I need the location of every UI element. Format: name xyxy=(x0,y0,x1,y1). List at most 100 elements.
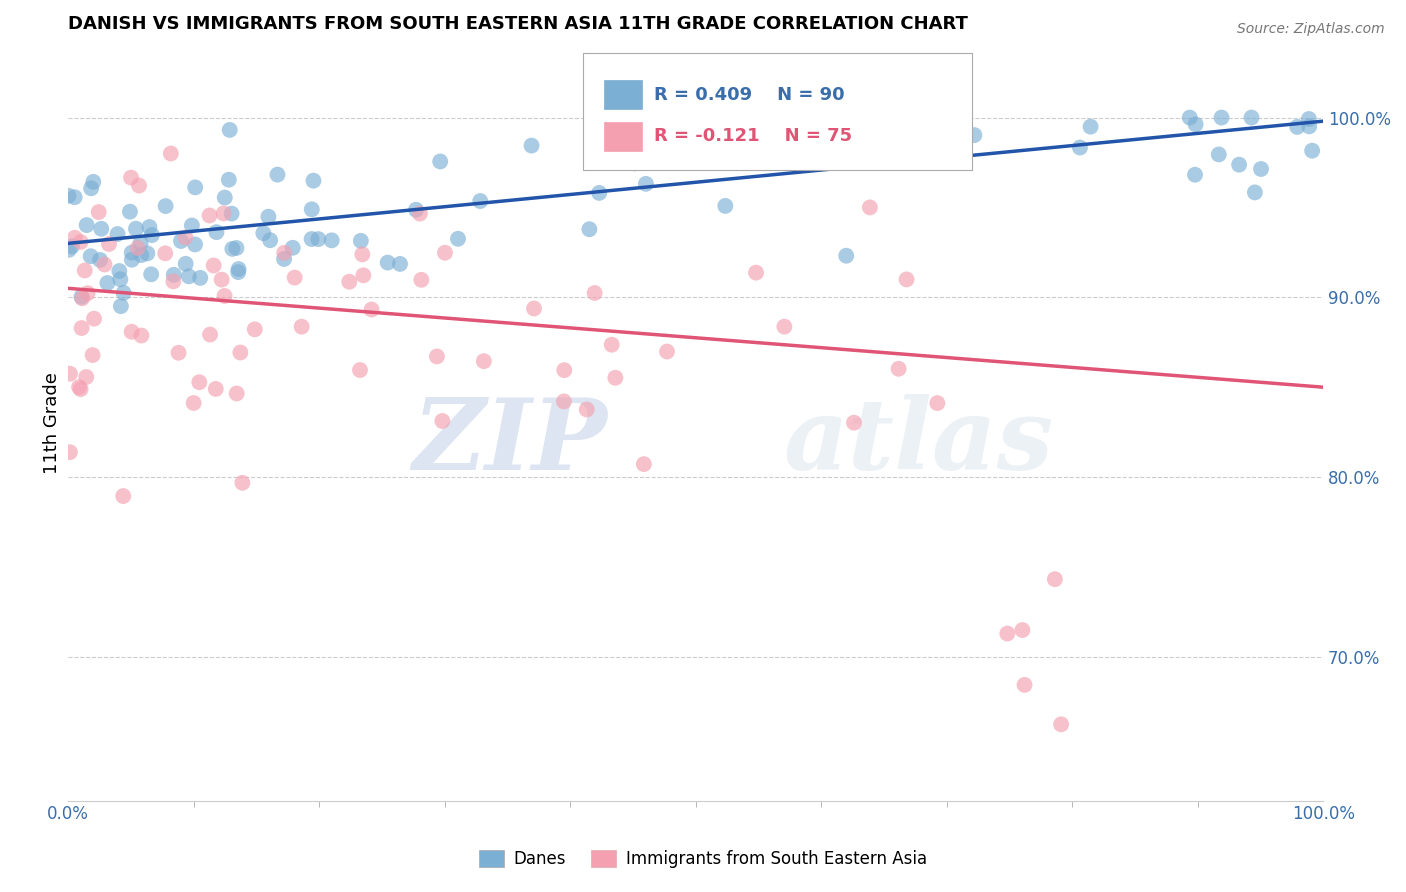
Point xyxy=(125,221,148,235)
Point xyxy=(174,230,197,244)
Point xyxy=(69,382,91,396)
Point xyxy=(523,301,546,316)
Point xyxy=(291,319,314,334)
Point xyxy=(1298,112,1320,126)
Point xyxy=(447,232,470,246)
Point xyxy=(301,202,323,217)
Point xyxy=(69,235,91,249)
Point xyxy=(129,236,152,251)
Point xyxy=(188,375,211,389)
Point xyxy=(273,245,295,260)
Text: DANISH VS IMMIGRANTS FROM SOUTH EASTERN ASIA 11TH GRADE CORRELATION CHART: DANISH VS IMMIGRANTS FROM SOUTH EASTERN … xyxy=(67,15,967,33)
Point xyxy=(82,175,104,189)
Point xyxy=(141,268,163,282)
Point xyxy=(107,227,129,241)
Point xyxy=(83,311,105,326)
Point xyxy=(212,206,235,220)
Point xyxy=(138,219,160,234)
Point xyxy=(1244,186,1267,200)
Point xyxy=(835,249,858,263)
Point xyxy=(214,190,236,204)
Point xyxy=(1069,140,1091,154)
Point xyxy=(183,396,205,410)
Point xyxy=(714,199,737,213)
Point xyxy=(198,209,221,223)
Point xyxy=(129,248,152,262)
Point xyxy=(842,416,865,430)
Point xyxy=(58,188,80,202)
Point xyxy=(231,475,253,490)
Point xyxy=(121,245,143,260)
Point xyxy=(592,124,614,138)
Point xyxy=(389,257,412,271)
Point xyxy=(58,243,80,257)
Point xyxy=(218,172,240,186)
Point xyxy=(634,177,657,191)
Point xyxy=(80,181,103,195)
Point xyxy=(266,168,288,182)
Point xyxy=(218,123,240,137)
Point xyxy=(1184,117,1206,131)
Point xyxy=(141,228,163,243)
Point xyxy=(108,264,131,278)
Point xyxy=(82,348,104,362)
Point xyxy=(1050,717,1073,731)
Point xyxy=(1211,111,1233,125)
Point xyxy=(121,252,143,267)
Point xyxy=(59,367,82,381)
Point xyxy=(405,202,427,217)
Point xyxy=(1208,147,1230,161)
Point xyxy=(337,275,360,289)
Point xyxy=(225,386,247,401)
Point xyxy=(553,363,575,377)
Point xyxy=(110,272,132,286)
Legend: Danes, Immigrants from South Eastern Asia: Danes, Immigrants from South Eastern Asi… xyxy=(472,843,934,875)
Y-axis label: 11th Grade: 11th Grade xyxy=(44,372,60,474)
Point xyxy=(229,345,252,359)
Point xyxy=(995,626,1018,640)
Point xyxy=(859,201,882,215)
Point xyxy=(1286,120,1309,134)
Point xyxy=(1298,120,1320,134)
Point xyxy=(745,266,768,280)
Point xyxy=(1240,111,1263,125)
Point xyxy=(243,322,266,336)
Point xyxy=(177,269,200,284)
Point xyxy=(927,396,949,410)
Point xyxy=(578,222,600,236)
Point xyxy=(118,204,141,219)
Point xyxy=(87,205,110,219)
Point xyxy=(824,150,846,164)
Point xyxy=(605,370,627,384)
Point xyxy=(63,231,86,245)
Point xyxy=(136,246,159,260)
Point xyxy=(352,247,374,261)
Point xyxy=(1178,111,1201,125)
Point xyxy=(67,380,90,394)
Text: R = 0.409    N = 90: R = 0.409 N = 90 xyxy=(654,86,845,103)
Point xyxy=(121,325,143,339)
Point xyxy=(409,206,432,220)
Point xyxy=(90,221,112,235)
Point xyxy=(1227,158,1250,172)
Point xyxy=(110,299,132,313)
Point xyxy=(1014,678,1036,692)
Point xyxy=(205,225,228,239)
Point xyxy=(583,285,606,300)
Point xyxy=(321,233,343,247)
Point xyxy=(70,321,93,335)
Point xyxy=(520,138,543,153)
Point xyxy=(633,457,655,471)
Point xyxy=(59,445,82,459)
Point xyxy=(96,276,118,290)
Point xyxy=(284,270,307,285)
Point xyxy=(79,249,101,263)
Point xyxy=(963,128,986,142)
Point xyxy=(63,190,86,204)
Point xyxy=(773,319,796,334)
Point xyxy=(1043,572,1066,586)
Point xyxy=(60,239,83,253)
Point xyxy=(225,241,247,255)
Point xyxy=(1184,168,1206,182)
Point xyxy=(112,489,135,503)
